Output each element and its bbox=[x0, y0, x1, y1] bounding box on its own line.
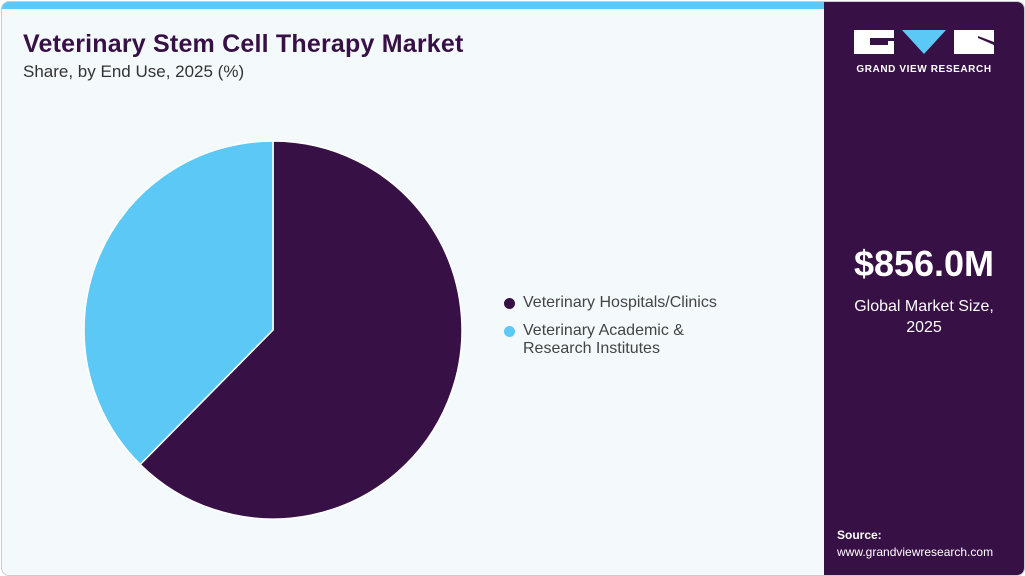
grand-view-research-logo: GRAND VIEW RESEARCH bbox=[854, 30, 994, 75]
chart-subtitle: Share, by End Use, 2025 (%) bbox=[23, 62, 245, 81]
source: Source: www.grandviewresearch.com bbox=[837, 527, 993, 561]
market-size-label: Global Market Size, 2025 bbox=[854, 298, 994, 336]
chart-title: Veterinary Stem Cell Therapy Market bbox=[23, 30, 464, 58]
legend-label: Veterinary Hospitals/Clinics bbox=[523, 294, 717, 311]
legend-swatch bbox=[504, 298, 515, 309]
source-label: Source: bbox=[837, 528, 882, 542]
sidebar: GRAND VIEW RESEARCH $856.0M Global Marke… bbox=[824, 2, 1024, 575]
logo-icon bbox=[854, 30, 994, 54]
source-link[interactable]: www.grandviewresearch.com bbox=[837, 545, 994, 559]
pie-slice-veterinary-hospitals-clinics bbox=[139, 140, 463, 520]
legend: Veterinary Hospitals/Clinics Veterinary … bbox=[504, 294, 717, 368]
legend-item-hospitals: Veterinary Hospitals/Clinics bbox=[504, 294, 717, 312]
pie-slice-veterinary-academic-research-institutes bbox=[83, 140, 274, 466]
legend-swatch bbox=[504, 326, 515, 337]
pie-chart bbox=[83, 140, 463, 520]
legend-item-academic: Veterinary Academic & Research Institutes bbox=[504, 322, 717, 358]
market-size-value: $856.0M bbox=[853, 243, 995, 284]
accent-bar bbox=[2, 2, 824, 9]
legend-label: Veterinary Academic & Research Institutes bbox=[523, 322, 684, 357]
